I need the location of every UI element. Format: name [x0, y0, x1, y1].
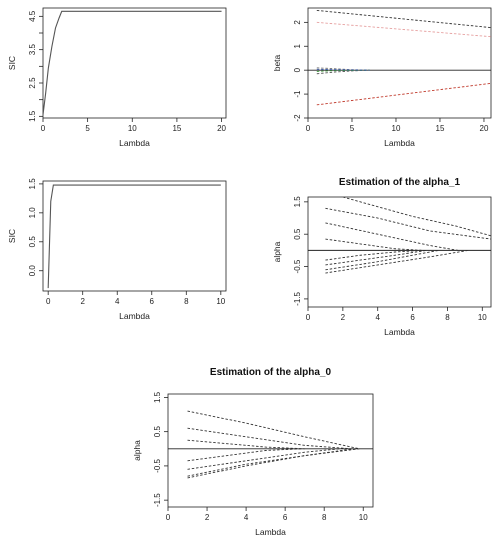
chart-title: Estimation of the alpha_1 [339, 177, 461, 188]
x-axis-label: Lambda [255, 527, 286, 537]
data-layer [168, 410, 373, 479]
y-tick-label: 1.5 [28, 110, 37, 122]
series-line-4 [187, 448, 301, 462]
plot-frame [42, 180, 227, 292]
x-tick-label: 0 [166, 513, 171, 522]
data-layer [47, 184, 221, 289]
series-line-2 [187, 427, 352, 450]
y-tick-label: 1.5 [153, 391, 162, 403]
y-axis-label: beta [272, 54, 282, 71]
x-tick-label: 10 [128, 124, 137, 133]
x-tick-label: 8 [322, 513, 327, 522]
plot-frame [307, 196, 492, 308]
y-tick-label: -2 [293, 114, 302, 122]
data-layer [308, 9, 491, 106]
series-line-1 [187, 410, 360, 450]
y-tick-label: -0.5 [153, 458, 162, 472]
y-tick-label: 1 [293, 43, 302, 48]
y-axis-label: SIC [7, 229, 17, 243]
y-tick-label: 1.0 [28, 207, 37, 219]
x-tick-label: 4 [375, 313, 380, 322]
x-tick-label: 0 [41, 124, 46, 133]
x-tick-label: 10 [392, 124, 401, 133]
y-tick-label: 0 [293, 67, 302, 72]
x-tick-label: 0 [306, 313, 311, 322]
y-axis-label: SIC [7, 56, 17, 70]
x-tick-label: 15 [172, 124, 181, 133]
x-axis-label: Lambda [384, 138, 415, 148]
x-tick-label: 15 [436, 124, 445, 133]
x-tick-label: 6 [410, 313, 415, 322]
x-axis-label: Lambda [384, 327, 415, 337]
x-tick-label: 0 [306, 124, 311, 133]
data-layer [43, 10, 222, 115]
x-tick-label: 5 [350, 124, 355, 133]
series-line-4 [325, 238, 422, 251]
x-tick-label: 2 [205, 513, 210, 522]
series-line-7 [187, 448, 360, 477]
y-axis-label: alpha [132, 440, 142, 461]
x-tick-label: 8 [184, 297, 189, 306]
x-axis-label: Lambda [119, 311, 150, 321]
x-tick-label: 6 [283, 513, 288, 522]
y-tick-label: -1 [293, 90, 302, 98]
x-tick-label: 10 [478, 313, 487, 322]
x-tick-label: 5 [85, 124, 90, 133]
series-line-1 [342, 197, 491, 237]
y-tick-label: 1.5 [293, 196, 302, 208]
y-tick-label: 0.5 [153, 426, 162, 438]
x-tick-label: 20 [480, 124, 489, 133]
series-line-1 [316, 9, 491, 29]
y-tick-label: 0.0 [28, 265, 37, 277]
data-layer [308, 197, 491, 274]
series-line-1 [47, 184, 221, 289]
y-tick-label: 3.5 [28, 44, 37, 56]
y-tick-label: 2.5 [28, 77, 37, 89]
x-tick-label: 2 [80, 297, 85, 306]
series-line-6 [187, 448, 354, 479]
y-tick-label: -0.5 [293, 259, 302, 273]
series-line-2 [316, 21, 491, 38]
series-line-5 [187, 448, 340, 470]
series-line-8 [325, 249, 469, 274]
y-tick-label: -1.5 [153, 493, 162, 507]
x-tick-label: 20 [217, 124, 226, 133]
x-axis-label: Lambda [119, 138, 150, 148]
series-line-7 [316, 68, 370, 71]
series-line-3 [187, 439, 305, 450]
y-tick-label: 4.5 [28, 10, 37, 22]
x-tick-label: 4 [115, 297, 120, 306]
x-tick-label: 2 [341, 313, 346, 322]
y-axis-label: alpha [272, 241, 282, 262]
x-tick-label: 8 [445, 313, 450, 322]
x-tick-label: 0 [46, 297, 51, 306]
plot-frame [42, 7, 227, 119]
series-line-3 [325, 222, 458, 251]
x-tick-label: 6 [150, 297, 155, 306]
x-tick-label: 4 [244, 513, 249, 522]
y-tick-label: -1.5 [293, 291, 302, 305]
plot-frame [167, 393, 374, 508]
series-line-1 [43, 10, 222, 115]
series-line-2 [325, 207, 491, 240]
chart-title: Estimation of the alpha_0 [210, 367, 332, 378]
y-tick-label: 1.5 [28, 178, 37, 190]
series-line-5 [325, 249, 422, 261]
series-line-7 [325, 249, 439, 271]
series-line-6 [325, 249, 427, 266]
series-line-3 [316, 82, 491, 106]
plot-frame [307, 7, 492, 119]
y-tick-label: 2 [293, 20, 302, 25]
x-tick-label: 10 [359, 513, 368, 522]
x-tick-label: 10 [216, 297, 225, 306]
y-tick-label: 0.5 [28, 236, 37, 248]
y-tick-label: 0.5 [293, 228, 302, 240]
